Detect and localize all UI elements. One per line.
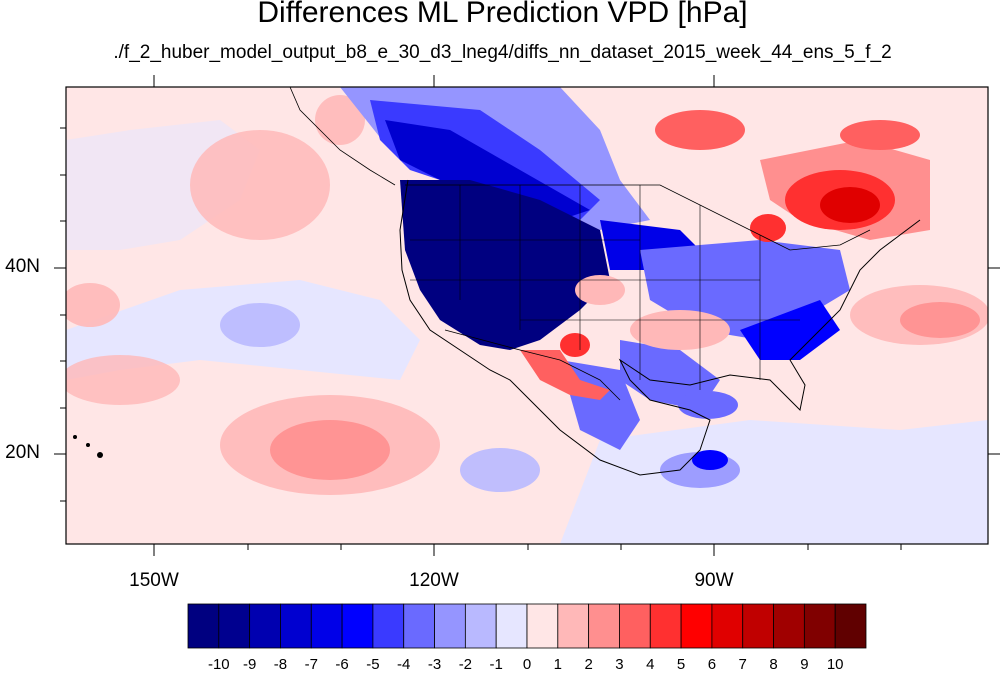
colorbar-swatch: [464, 603, 497, 649]
colorbar-tick-label: -4: [397, 656, 411, 673]
colorbar-swatch: [526, 603, 559, 649]
colorbar-tick-label: -3: [427, 656, 442, 673]
colorbar-tick-label: 2: [584, 656, 593, 673]
colorbar-swatch: [803, 603, 836, 649]
blob-oklahoma-pos: [630, 310, 730, 350]
colorbar-tick-label: -1: [489, 656, 503, 673]
blob-michigan-pos: [750, 214, 786, 242]
map-plot-area: [66, 87, 988, 544]
colorbar-swatch: [341, 603, 374, 649]
blob-mexico-coast-neg: [460, 448, 540, 492]
colorbar-swatch: [310, 603, 343, 649]
colorbar-swatch: [372, 603, 405, 649]
blob-hudson-pos: [655, 110, 745, 150]
colorbar-tick-label: -6: [335, 656, 349, 673]
blob-new-mexico-pos: [560, 333, 590, 357]
colorbar-tick-label: -8: [273, 656, 288, 673]
coastline: [399, 179, 921, 476]
colorbar-swatch: [280, 603, 312, 649]
colorbar-swatch: [187, 603, 220, 649]
colorbar-tick-label: 6: [707, 656, 717, 673]
colorbar-swatch: [218, 603, 251, 649]
lat-label-40n: 40N: [5, 256, 40, 277]
blob-yucatan-neg: [692, 450, 728, 470]
hawaii-islands: [73, 435, 103, 458]
colorbar-swatch: [742, 603, 774, 649]
colorbar-tick-label: -10: [207, 656, 230, 673]
colorbar-tick-label: 4: [646, 656, 655, 673]
colorbar-swatch: [680, 603, 713, 649]
axis-ticks: [54, 75, 1000, 556]
blob-westpacific-pos: [66, 283, 120, 327]
colorbar-swatch: [495, 603, 528, 649]
blob-pacific-neg: [220, 303, 300, 347]
colorbar-swatch: [711, 603, 744, 649]
region-sonora-pos: [520, 350, 610, 400]
region-quebec-pos-core: [820, 187, 880, 223]
colorbar-tick-label: 9: [800, 656, 809, 673]
region-canada-neg-core: [385, 120, 590, 220]
colorbar-swatch: [249, 603, 281, 649]
colorbar-tick-label: 3: [615, 656, 624, 673]
lon-label-120w: 120W: [409, 570, 459, 591]
colorbar-swatch: [434, 603, 466, 649]
colorbar-swatch: [588, 603, 620, 649]
colorbar-swatch: [649, 603, 682, 649]
colorbar: [187, 603, 867, 649]
colorbar-tick-label: 8: [769, 656, 778, 673]
map-title: Differences ML Prediction VPD [hPa]: [257, 0, 748, 29]
alaska-coast: [289, 87, 396, 186]
blob-subtropic-core: [270, 420, 390, 480]
blob-nepacific-pos: [190, 130, 330, 240]
colorbar-tick-label: 1: [553, 656, 562, 673]
us-mexico-border: [444, 329, 621, 401]
colorbar-swatch: [834, 603, 867, 649]
colorbar-tick-label: 0: [522, 656, 532, 673]
blob-atlantic-core: [900, 302, 980, 338]
colorbar-tick-label: -7: [304, 656, 318, 673]
blob-pacific-pos-west: [66, 355, 180, 405]
colorbar-swatch: [403, 603, 435, 649]
colorbar-swatch: [557, 603, 590, 649]
colorbar-swatch: [773, 603, 805, 649]
colorbar-tick-label: -5: [366, 656, 380, 673]
lon-label-90w: 90W: [694, 570, 734, 591]
colorbar-tick-label: -9: [242, 656, 257, 673]
blob-colorado-pos: [575, 275, 625, 305]
region-gulf-caribbean-neg: [560, 420, 988, 544]
blob-gulfak-pos: [315, 95, 365, 145]
colorbar-tick-label: 5: [676, 656, 686, 673]
colorbar-tick-label: 10: [826, 656, 844, 673]
colorbar-tick-label: -2: [458, 656, 473, 673]
blob-labrador-pos: [840, 120, 920, 150]
lat-label-20n: 20N: [5, 442, 40, 463]
region-western-us-neg: [400, 180, 610, 350]
state-borders: [410, 185, 800, 390]
map-subtitle: ./f_2_huber_model_output_b8_e_30_d3_lneg…: [113, 42, 892, 63]
colorbar-tick-label: 7: [738, 656, 747, 673]
colorbar-swatch: [619, 603, 651, 649]
region-southeast-neg: [740, 300, 840, 360]
blob-gulf-neg: [678, 391, 738, 419]
lon-label-150w: 150W: [129, 570, 179, 591]
